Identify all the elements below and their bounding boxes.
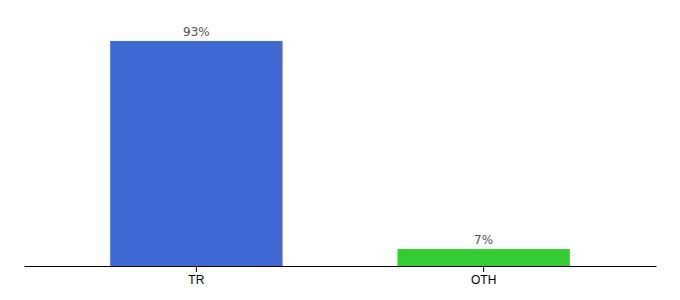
x-tick: OTH (471, 266, 496, 287)
x-axis: TR OTH (25, 266, 657, 287)
x-tick: TR (188, 266, 204, 287)
x-tick-label: TR (188, 273, 204, 287)
data-label: 7% (474, 233, 493, 247)
x-tick-label: OTH (471, 273, 496, 287)
bar (397, 249, 569, 266)
data-labels: 93% 7% (183, 25, 493, 247)
x-tick-mark (196, 266, 197, 272)
bar (110, 41, 282, 266)
x-axis-line (25, 266, 657, 267)
data-label: 93% (183, 25, 210, 39)
x-tick-mark (483, 266, 484, 272)
chart-svg: 93% 7% TR OTH (0, 0, 680, 300)
plot-area: 93% 7% TR OTH (25, 25, 657, 287)
chart-container: 93% 7% TR OTH (0, 0, 680, 300)
bars (110, 41, 570, 266)
